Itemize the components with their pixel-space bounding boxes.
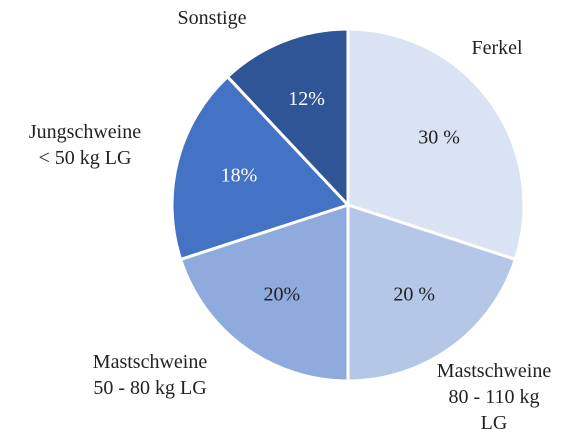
pie-slice xyxy=(346,202,518,383)
value-label: 30 % xyxy=(418,126,460,148)
pie-slice xyxy=(346,27,526,262)
pie-slice xyxy=(178,202,350,383)
category-label: Ferkel xyxy=(471,37,523,59)
category-label: Sonstige xyxy=(177,7,247,29)
value-label: 12% xyxy=(288,88,325,110)
value-label: 20 % xyxy=(393,284,435,306)
category-label: Mastschweine 80 - 110 kg LG xyxy=(436,360,552,434)
pie-slice xyxy=(170,74,351,262)
pie-slice xyxy=(225,27,350,209)
category-label: Mastschweine 50 - 80 kg LG xyxy=(92,351,208,399)
category-label: Jungschweine < 50 kg LG xyxy=(28,121,142,169)
value-label: 20% xyxy=(263,284,300,306)
value-label: 18% xyxy=(221,165,258,187)
